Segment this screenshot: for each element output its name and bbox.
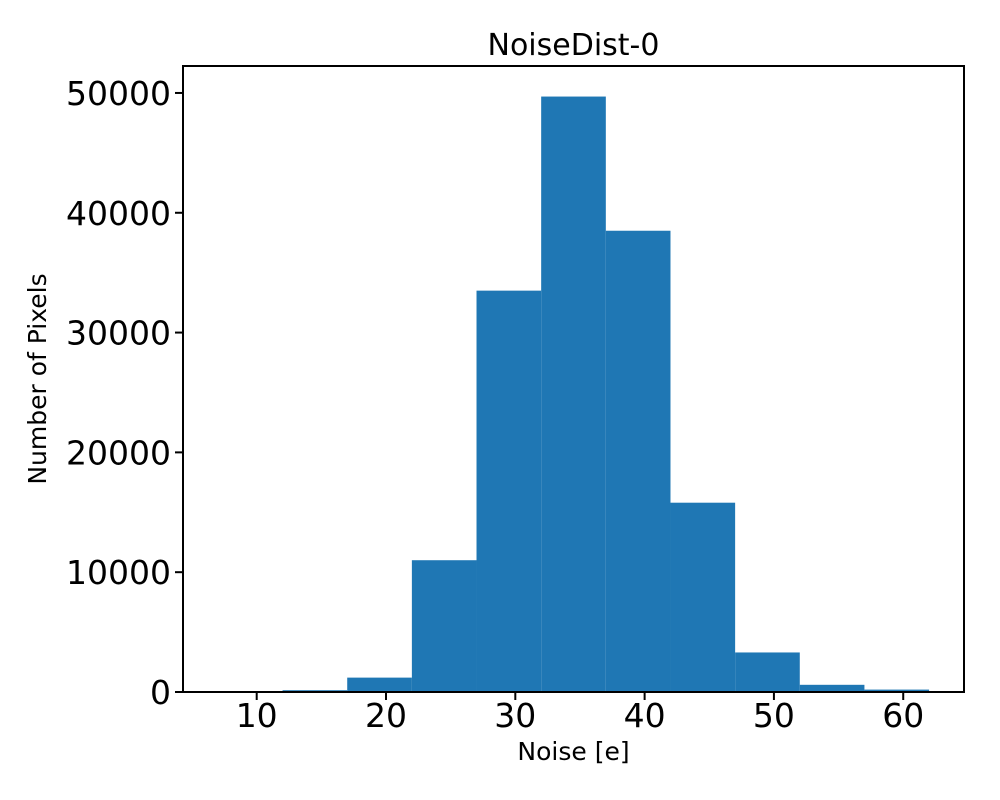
x-tick-label: 20 [365,696,407,735]
x-tick-label: 60 [882,696,924,735]
y-tick-label: 30000 [66,314,171,353]
y-tick-label: 10000 [66,553,171,592]
x-tick-label: 50 [753,696,795,735]
histogram-bar [541,96,606,693]
y-axis: 0 10000 20000 30000 40000 50000 [66,74,183,712]
histogram-bar [735,652,800,692]
y-axis-label: Number of Pixels [23,273,52,484]
chart-title: NoiseDist-0 [488,28,660,63]
plot-area-spines [182,65,965,693]
histogram-bar [670,502,736,692]
x-axis: 10 20 30 40 50 60 [236,692,924,735]
histogram-bar [864,689,930,692]
y-tick-label: 40000 [66,194,171,233]
histogram-bar [476,290,542,692]
histogram-bar [411,560,477,692]
y-tick-label: 0 [150,673,171,712]
histogram-bar [347,677,412,692]
x-axis-label: Noise [e] [517,737,629,766]
histogram-bar [799,684,865,692]
x-tick-label: 30 [494,696,536,735]
x-tick-label: 10 [236,696,278,735]
histogram-bars [282,96,930,693]
x-tick-label: 40 [624,696,666,735]
y-tick-label: 50000 [66,74,171,113]
histogram-bar [605,230,671,693]
y-tick-label: 20000 [66,433,171,472]
